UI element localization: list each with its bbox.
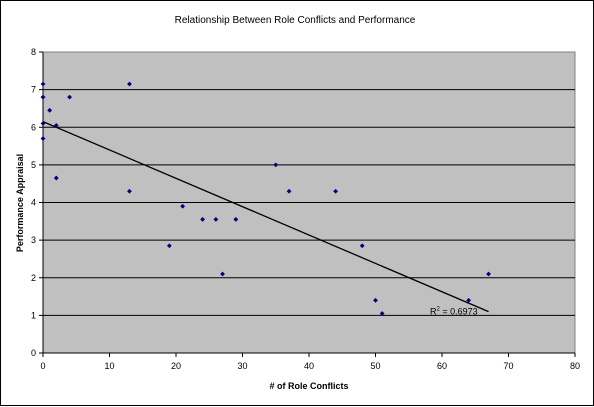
- r-squared-superscript: 2: [437, 307, 441, 313]
- data-point-6: [53, 122, 59, 128]
- data-point-12: [180, 203, 186, 209]
- data-point-18: [286, 188, 292, 194]
- data-point-8: [67, 94, 72, 100]
- data-point-13: [200, 217, 205, 222]
- data-point-22: [379, 311, 385, 316]
- data-point-0: [40, 81, 46, 87]
- y-tick-label-1: 1: [31, 310, 36, 320]
- trendline: [42, 121, 489, 313]
- y-tick-label-8: 8: [31, 47, 36, 57]
- x-tick-label-80: 80: [570, 361, 580, 371]
- data-point-15: [220, 271, 225, 277]
- data-point-21: [373, 297, 378, 303]
- data-points: [40, 81, 491, 316]
- grid-lines: [43, 89, 575, 316]
- x-tick-label-0: 0: [40, 361, 45, 371]
- data-point-19: [333, 188, 338, 194]
- data-point-11: [166, 243, 172, 249]
- y-tick-label-5: 5: [31, 160, 36, 170]
- data-point-20: [359, 243, 365, 249]
- r-squared-annotation: R2 = 0.6973: [430, 307, 478, 317]
- x-tick-label-70: 70: [503, 361, 513, 371]
- y-axis-title: Performance Appraisal: [15, 154, 25, 252]
- data-point-24: [486, 271, 491, 277]
- data-point-4: [40, 136, 46, 141]
- y-tick-label-0: 0: [31, 348, 36, 358]
- data-point-7: [53, 175, 59, 181]
- data-point-9: [127, 81, 132, 87]
- x-tick-label-10: 10: [104, 361, 114, 371]
- x-tick-label-20: 20: [171, 361, 181, 371]
- data-point-16: [233, 217, 239, 222]
- data-point-5: [47, 107, 53, 113]
- y-tick-label-4: 4: [31, 198, 36, 208]
- y-tick-label-7: 7: [31, 85, 36, 95]
- trendline-group: [42, 121, 489, 313]
- r-squared-prefix: R: [430, 307, 437, 317]
- x-axis-title: # of Role Conflicts: [269, 381, 348, 391]
- y-tick-label-3: 3: [31, 235, 36, 245]
- tick-marks: [39, 51, 576, 357]
- data-point-17: [273, 162, 279, 168]
- x-tick-label-50: 50: [370, 361, 380, 371]
- data-point-3: [40, 121, 46, 126]
- chart-title: Relationship Between Role Conflicts and …: [175, 15, 416, 26]
- x-tick-label-40: 40: [304, 361, 314, 371]
- data-point-2: [40, 94, 46, 100]
- y-tick-label-2: 2: [31, 273, 36, 283]
- y-tick-label-6: 6: [31, 122, 36, 132]
- data-point-23: [466, 297, 471, 303]
- r-squared-value: = 0.6973: [440, 307, 478, 317]
- data-point-14: [213, 217, 219, 222]
- data-point-10: [127, 188, 132, 194]
- x-tick-label-60: 60: [437, 361, 447, 371]
- x-tick-label-30: 30: [237, 361, 247, 371]
